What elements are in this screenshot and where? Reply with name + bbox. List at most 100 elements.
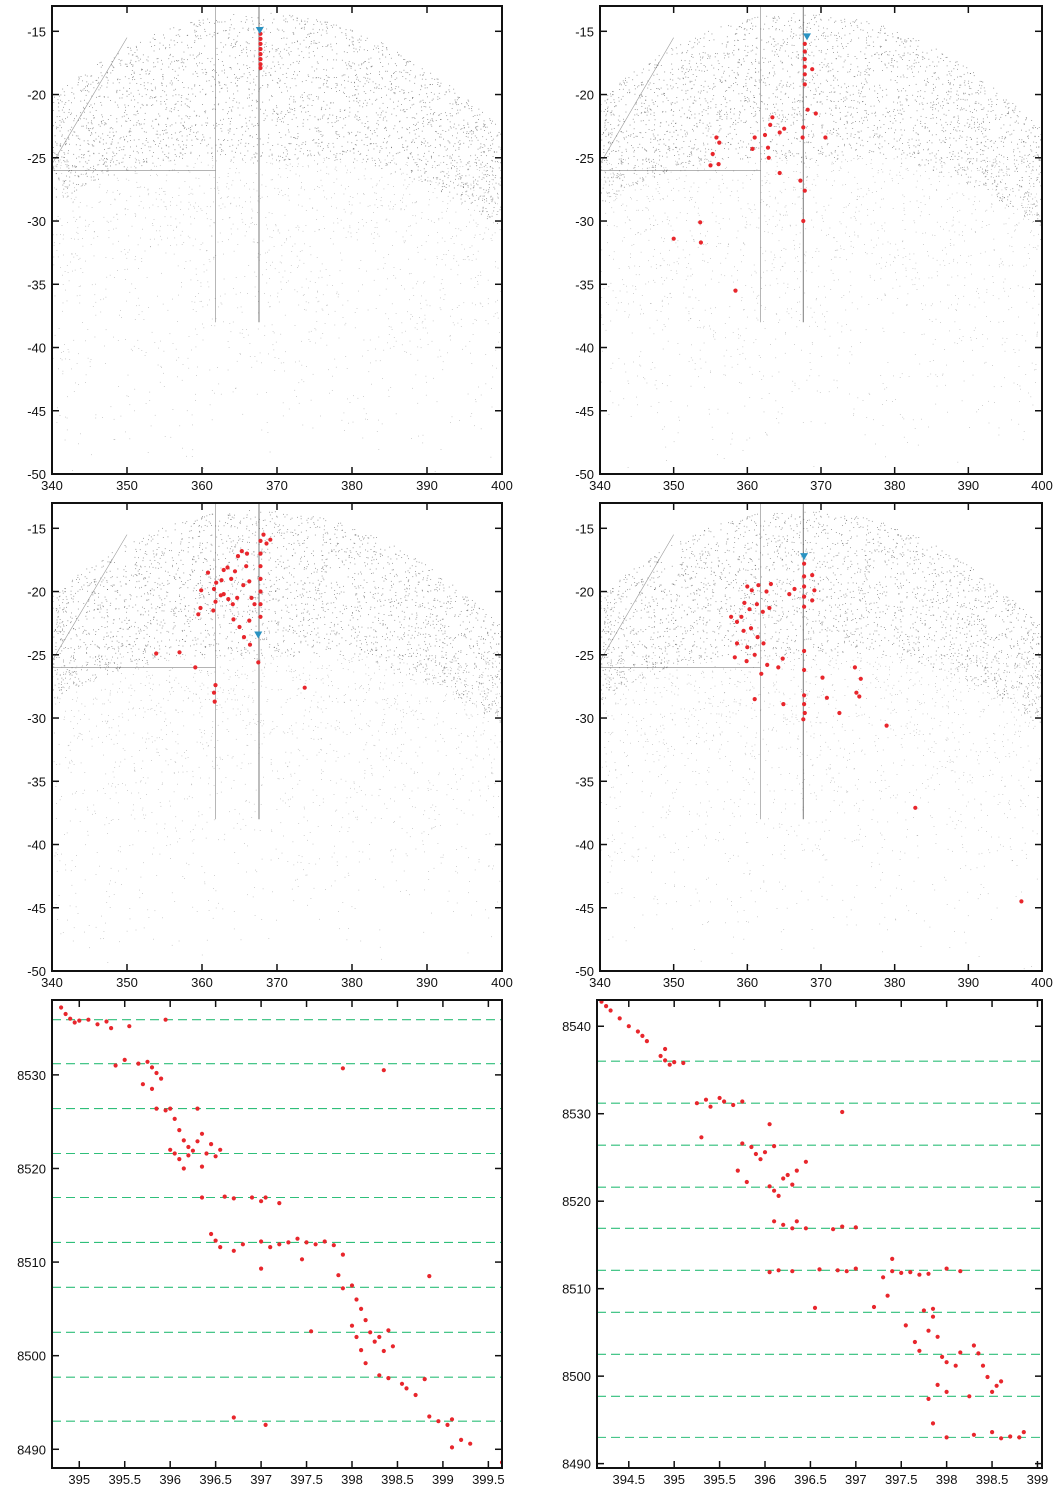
scan-point [254, 156, 256, 158]
scan-point [235, 44, 236, 45]
scan-point [209, 369, 211, 371]
scan-point [181, 282, 182, 283]
scan-point [463, 125, 465, 126]
scan-point [229, 123, 231, 125]
scan-point [264, 49, 266, 51]
scan-point [474, 234, 476, 236]
scan-point [210, 206, 211, 208]
scan-point [359, 105, 361, 107]
scan-point [286, 238, 287, 239]
scan-point [184, 121, 185, 123]
scan-point [458, 147, 460, 149]
scan-point [374, 165, 376, 167]
scan-point [459, 170, 460, 171]
scan-point [918, 153, 920, 154]
scan-point [336, 53, 338, 55]
scan-point [263, 31, 265, 33]
scan-point [834, 21, 835, 23]
scan-point [864, 96, 866, 98]
scan-point [642, 81, 643, 83]
scan-point [495, 261, 496, 263]
scan-point [482, 209, 484, 211]
scan-point [449, 335, 451, 336]
scan-point [499, 332, 500, 333]
scan-point [458, 178, 460, 180]
scan-point [368, 371, 370, 373]
scan-point [177, 140, 179, 141]
scan-point [204, 28, 206, 30]
scan-point [399, 269, 401, 270]
scan-point [185, 144, 187, 146]
scan-point [177, 80, 179, 81]
scan-point [221, 130, 223, 132]
scan-point [386, 141, 388, 143]
scan-point [415, 75, 416, 77]
scan-point [399, 151, 401, 153]
scan-point [352, 62, 354, 64]
scan-point [65, 141, 67, 143]
scan-point [153, 66, 155, 68]
scan-point [184, 268, 185, 269]
scan-point [393, 346, 395, 347]
scan-point [218, 190, 220, 191]
scan-point [980, 142, 982, 144]
scan-point [408, 158, 409, 159]
scan-point [480, 143, 482, 145]
scan-point [287, 68, 289, 69]
scan-point [487, 323, 489, 325]
scan-point [60, 358, 62, 359]
scan-point [694, 79, 696, 81]
scan-point [362, 106, 364, 108]
scan-point [298, 229, 299, 231]
scan-point [192, 424, 193, 426]
scan-point [931, 76, 933, 77]
scan-point [107, 170, 109, 172]
scan-point [154, 34, 155, 35]
scan-point [275, 49, 277, 50]
scan-point [318, 229, 320, 231]
scan-point [76, 184, 78, 185]
scan-point [278, 117, 279, 118]
scan-point [359, 202, 361, 204]
scan-point [333, 146, 335, 148]
scan-point [748, 143, 750, 145]
scan-point [198, 54, 200, 55]
scan-point [395, 86, 397, 87]
scan-point [213, 108, 215, 110]
scan-point [112, 156, 114, 158]
scan-point [1039, 160, 1041, 161]
scan-point [468, 100, 470, 102]
scan-point [780, 99, 782, 100]
scan-point [94, 169, 96, 170]
scan-point [632, 147, 634, 149]
scan-point [54, 135, 56, 137]
scan-point [361, 63, 363, 65]
scan-point [298, 226, 300, 228]
scan-point [480, 213, 482, 215]
scan-point [105, 296, 107, 298]
scan-point [653, 115, 655, 116]
scan-point [249, 116, 251, 118]
scan-point [358, 268, 360, 269]
scan-point [488, 132, 490, 134]
scan-point [470, 184, 472, 186]
scan-point [433, 177, 434, 178]
scan-point [457, 109, 459, 111]
scan-point [468, 168, 470, 170]
scan-point [53, 151, 55, 153]
scan-point [182, 447, 183, 449]
scan-point [314, 282, 316, 283]
scan-point [404, 179, 406, 181]
scan-point [239, 205, 240, 207]
scan-point [105, 329, 107, 331]
scan-point [269, 149, 271, 151]
scan-point [804, 142, 806, 144]
scan-point [469, 198, 471, 199]
scan-point [189, 116, 191, 117]
scan-point [776, 96, 778, 98]
scan-point [101, 104, 103, 106]
scan-point [455, 211, 457, 213]
scan-point [95, 314, 97, 316]
scan-point [390, 162, 391, 164]
scan-point [389, 208, 391, 210]
